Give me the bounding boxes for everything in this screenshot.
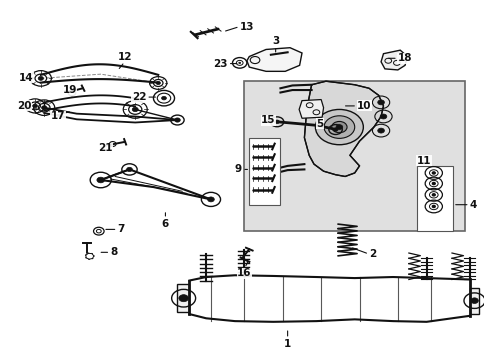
- Text: 12: 12: [117, 52, 132, 62]
- Circle shape: [377, 100, 384, 105]
- Circle shape: [379, 114, 386, 119]
- Text: 7: 7: [117, 224, 124, 234]
- Circle shape: [431, 194, 434, 196]
- Circle shape: [38, 76, 43, 80]
- Text: 13: 13: [239, 22, 254, 32]
- Polygon shape: [246, 48, 302, 71]
- Text: 20: 20: [17, 101, 31, 111]
- Text: 17: 17: [50, 112, 65, 121]
- Circle shape: [161, 96, 166, 100]
- Circle shape: [41, 106, 47, 109]
- Text: 9: 9: [235, 165, 242, 174]
- Circle shape: [431, 206, 434, 207]
- Text: 21: 21: [98, 143, 113, 153]
- Polygon shape: [299, 100, 323, 118]
- Circle shape: [470, 298, 477, 303]
- Circle shape: [324, 116, 354, 138]
- Circle shape: [33, 104, 38, 108]
- Circle shape: [97, 177, 104, 183]
- Text: 22: 22: [131, 92, 146, 102]
- Bar: [244, 81, 464, 231]
- Text: 4: 4: [469, 200, 476, 210]
- Circle shape: [431, 183, 434, 185]
- Text: 6: 6: [162, 219, 169, 229]
- Circle shape: [238, 62, 240, 64]
- Circle shape: [132, 107, 138, 112]
- Circle shape: [274, 120, 279, 123]
- Text: 15: 15: [261, 115, 275, 125]
- Text: 8: 8: [110, 247, 117, 257]
- Circle shape: [335, 125, 342, 130]
- Text: 16: 16: [237, 268, 251, 278]
- Text: 10: 10: [356, 101, 371, 111]
- Circle shape: [431, 172, 434, 174]
- Text: 19: 19: [62, 85, 77, 95]
- Bar: [249, 138, 280, 205]
- Circle shape: [315, 109, 363, 145]
- Text: 18: 18: [397, 53, 411, 63]
- Bar: [177, 284, 189, 312]
- Polygon shape: [304, 81, 383, 176]
- Text: 1: 1: [284, 339, 291, 349]
- Circle shape: [126, 167, 132, 171]
- Circle shape: [179, 294, 188, 302]
- Circle shape: [207, 197, 214, 202]
- Text: 3: 3: [271, 36, 279, 46]
- Bar: [469, 288, 478, 314]
- Text: 5: 5: [316, 118, 323, 129]
- Text: 23: 23: [213, 59, 227, 68]
- Bar: [416, 166, 452, 231]
- Circle shape: [332, 128, 337, 131]
- Circle shape: [331, 121, 346, 133]
- Circle shape: [377, 128, 384, 133]
- Text: 14: 14: [19, 73, 34, 83]
- Circle shape: [156, 81, 160, 85]
- Circle shape: [174, 118, 180, 122]
- Text: 2: 2: [368, 249, 376, 259]
- Polygon shape: [380, 50, 407, 70]
- Text: 11: 11: [416, 156, 430, 166]
